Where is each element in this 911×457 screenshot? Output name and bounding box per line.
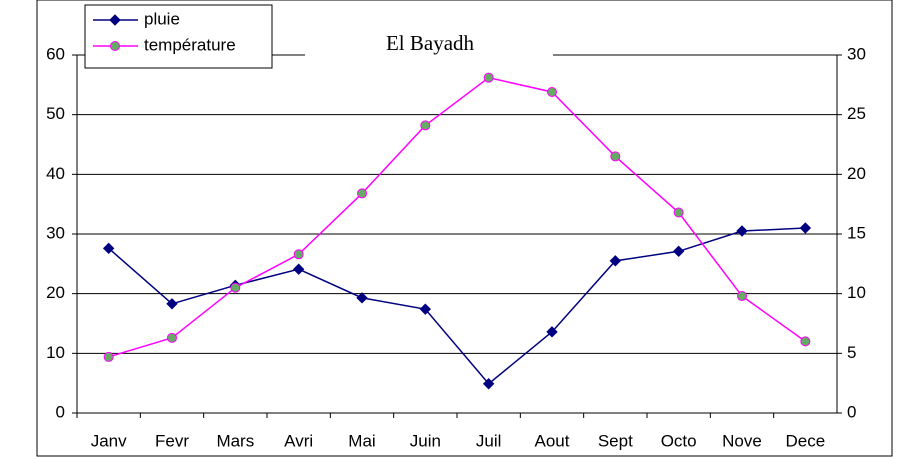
point: [547, 86, 557, 97]
point: [419, 303, 432, 315]
legend-label: température: [144, 35, 236, 54]
point: [483, 72, 494, 83]
point: [357, 188, 367, 199]
x-tick-label: Aout: [535, 431, 570, 450]
plot-area: 0 10 20 30 40 50 60 0 5 10 15 20 25 30 Janv Fevr Mars Avr…: [46, 44, 866, 450]
x-tick-label: Juin: [410, 431, 441, 450]
y2-tick-label: 15: [847, 223, 866, 242]
x-tick-label: Mai: [348, 431, 375, 450]
y-tick-label: 20: [46, 283, 65, 302]
point: [420, 120, 431, 131]
chart-title: El Bayadh: [386, 31, 475, 55]
y2-tick-label: 30: [847, 44, 866, 63]
y-tick-label: 50: [46, 104, 65, 123]
point: [800, 336, 811, 347]
y2-tick-label: 5: [847, 343, 856, 362]
title-box: [305, 25, 553, 65]
y2-tick-label: 10: [847, 283, 866, 302]
point: [356, 292, 368, 304]
legend: pluie température: [84, 4, 273, 69]
series-line: [108, 227, 806, 385]
point: [103, 351, 114, 362]
x-tick-label: Juil: [476, 431, 502, 450]
point: [102, 242, 115, 255]
point: [737, 291, 747, 302]
x-tick-label: Fevr: [155, 431, 189, 450]
point: [293, 249, 304, 260]
point: [167, 332, 177, 343]
y2-tick-label: 20: [847, 164, 866, 183]
point: [109, 14, 121, 26]
x-tick-label: Nove: [722, 431, 762, 450]
x-tick-label: Sept: [598, 431, 633, 450]
y-tick-label: 10: [46, 343, 65, 362]
x-tick-label: Dece: [785, 431, 825, 450]
y-tick-label: 0: [56, 402, 65, 421]
x-tick-label: Octo: [661, 431, 697, 450]
point: [736, 225, 748, 237]
point: [230, 282, 241, 293]
x-tick-label: Avri: [284, 431, 313, 450]
x-tick-label: Janv: [91, 431, 127, 450]
chart-frame: [36, 0, 893, 457]
series-line: [108, 76, 806, 358]
point: [799, 222, 812, 234]
y-tick-label: 30: [46, 223, 65, 242]
point: [546, 326, 558, 338]
point: [610, 151, 621, 162]
point: [166, 298, 178, 310]
y2-tick-label: 0: [847, 402, 856, 421]
x-tick-label: Mars: [216, 431, 254, 450]
point: [609, 255, 622, 267]
point: [673, 207, 684, 218]
y-tick-label: 60: [46, 44, 65, 63]
y-tick-label: 40: [46, 164, 65, 183]
y2-tick-label: 25: [847, 104, 866, 123]
point: [110, 41, 120, 51]
point: [672, 245, 685, 258]
point: [482, 378, 495, 390]
point: [292, 263, 305, 275]
legend-label: pluie: [144, 9, 180, 28]
